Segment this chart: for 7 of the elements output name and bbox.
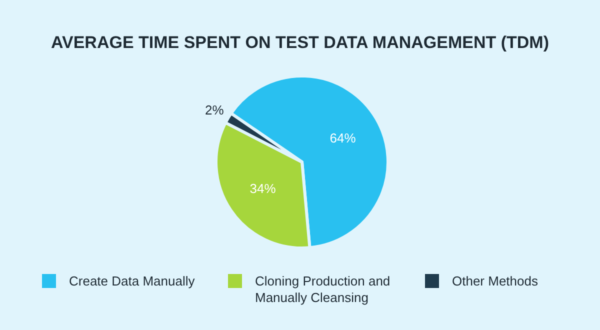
legend-label: Create Data Manually — [69, 274, 196, 289]
legend-label: Cloning Production and Manually Cleansing — [255, 274, 390, 305]
chart-title: AVERAGE TIME SPENT ON TEST DATA MANAGEMENT (TDM) — [50, 33, 550, 52]
legend-label: Other Methods — [452, 274, 538, 289]
data-label: 34% — [250, 180, 276, 196]
data-label: 2% — [205, 102, 224, 118]
data-label: 64% — [330, 130, 356, 146]
